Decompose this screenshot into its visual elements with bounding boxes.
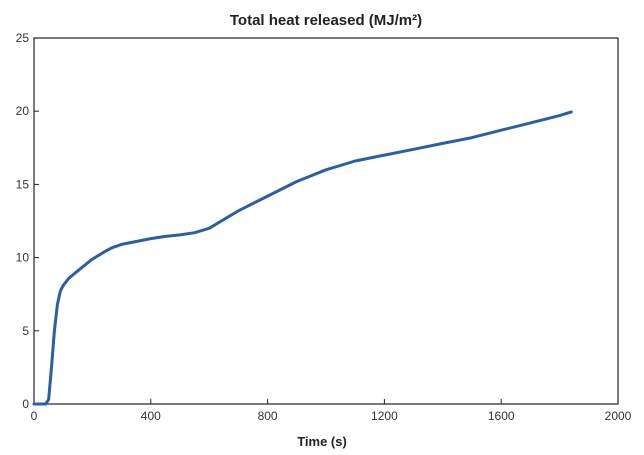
x-axis-label: Time (s) <box>297 434 347 449</box>
y-tick-label: 15 <box>16 177 30 191</box>
x-tick-label: 0 <box>31 409 38 423</box>
y-axis: 0 5 10 15 20 25 <box>16 31 39 411</box>
series-line-0 <box>32 110 573 406</box>
y-tick-label: 20 <box>16 104 30 118</box>
y-tick-label: 0 <box>22 397 29 411</box>
plot-area <box>33 37 619 405</box>
x-tick-label: 2000 <box>605 409 632 423</box>
x-tick-label: 1600 <box>488 409 515 423</box>
x-tick-label: 1200 <box>371 409 398 423</box>
y-tick-label: 5 <box>22 324 29 338</box>
y-tick-label: 10 <box>16 251 30 265</box>
x-tick-label: 800 <box>258 409 278 423</box>
y-tick-label: 25 <box>16 31 30 45</box>
x-tick-label: 400 <box>141 409 161 423</box>
x-axis: 0 400 800 1200 1600 2000 <box>31 399 632 423</box>
series-group <box>32 110 573 406</box>
chart-title: Total heat released (MJ/m²) <box>230 12 422 29</box>
